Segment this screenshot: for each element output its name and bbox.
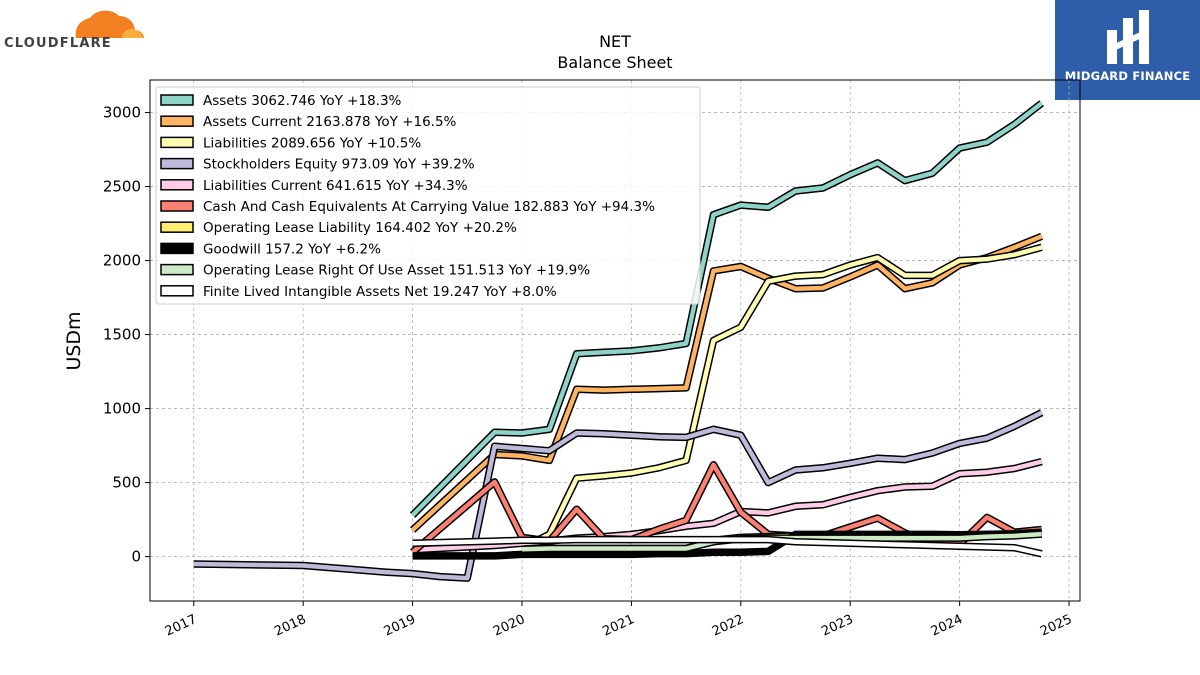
series-line: [412, 535, 1043, 558]
x-tick-label: 2023: [819, 612, 855, 640]
x-tick-label: 2019: [382, 612, 418, 640]
brand-right-badge: MIDGARD FINANCE: [1055, 0, 1200, 100]
x-tick-label: 2021: [601, 612, 637, 640]
legend-entry: Cash And Cash Equivalents At Carrying Va…: [203, 199, 655, 215]
series-line: [409, 100, 1044, 518]
legend-entry: Liabilities 2089.656 YoY +10.5%: [203, 135, 421, 151]
x-tick-label: 2025: [1038, 612, 1074, 640]
series-line-fill: [411, 234, 1043, 532]
y-tick-label: 1000: [103, 400, 141, 418]
series-line-fill: [412, 537, 1043, 556]
x-tick-label: 2022: [710, 612, 746, 640]
plot-frame: [149, 79, 1081, 602]
legend-entry: Finite Lived Intangible Assets Net 19.24…: [203, 284, 557, 300]
legend-swatch: [160, 179, 194, 191]
series-line-fill: [411, 101, 1044, 517]
midgard-logo-icon: [1107, 10, 1149, 64]
legend-swatch: [160, 221, 194, 233]
legend-entry: Operating Lease Liability 164.402 YoY +2…: [203, 220, 517, 236]
y-tick-label: 2500: [103, 178, 141, 196]
series-line-fill: [521, 245, 1043, 550]
x-tick-label: 2020: [491, 612, 527, 640]
legend-entry: Goodwill 157.2 YoY +6.2%: [203, 241, 381, 257]
x-tick-label: 2017: [163, 612, 199, 640]
series-lines: [193, 100, 1044, 582]
legend-entry: Operating Lease Right Of Use Asset 151.5…: [203, 263, 590, 279]
y-axis: 0 500 1000 1500 2000 2500 3000: [103, 104, 150, 566]
y-tick-label: 3000: [103, 104, 141, 122]
legend-entry: Liabilities Current 641.615 YoY +34.3%: [203, 178, 468, 194]
y-tick-label: 500: [112, 474, 141, 492]
legend-swatch: [160, 242, 194, 255]
x-tick-label: 2018: [272, 612, 308, 640]
legend-swatch: [160, 115, 194, 127]
x-axis: 2017 2018 2019 2020 2021 2022 2023 2024 2025: [163, 601, 1075, 640]
legend-entry: Stockholders Equity 973.09 YoY +39.2%: [203, 157, 475, 173]
series-line: [520, 243, 1043, 552]
series-line-fill: [193, 410, 1043, 581]
series-line: [193, 409, 1044, 582]
y-tick-label: 0: [131, 548, 141, 566]
y-tick-label: 2000: [103, 252, 141, 270]
brand-right-name: MIDGARD FINANCE: [1064, 69, 1191, 83]
chart-subtitle: Balance Sheet: [557, 53, 672, 72]
y-axis-label: USDm: [63, 311, 85, 370]
legend-swatch: [160, 263, 194, 276]
x-tick-label: 2024: [929, 612, 965, 640]
legend-swatch: [160, 200, 194, 212]
brand-left-name: CLOUDFLARE: [4, 36, 112, 51]
legend-swatch: [160, 285, 194, 297]
cloud-logo-icon: [75, 10, 144, 38]
y-tick-label: 1500: [103, 326, 141, 344]
legend-swatch: [160, 94, 194, 106]
legend-swatch: [160, 136, 194, 149]
legend-entry: Assets Current 2163.878 YoY +16.5%: [203, 114, 457, 130]
legend-entry: Assets 3062.746 YoY +18.3%: [203, 93, 402, 109]
legend: Assets 3062.746 YoY +18.3% Assets Current…: [155, 86, 701, 305]
series-line: [410, 232, 1044, 533]
legend-swatch: [160, 157, 194, 170]
chart-title: NET: [599, 32, 631, 51]
legend-box: [155, 86, 701, 305]
